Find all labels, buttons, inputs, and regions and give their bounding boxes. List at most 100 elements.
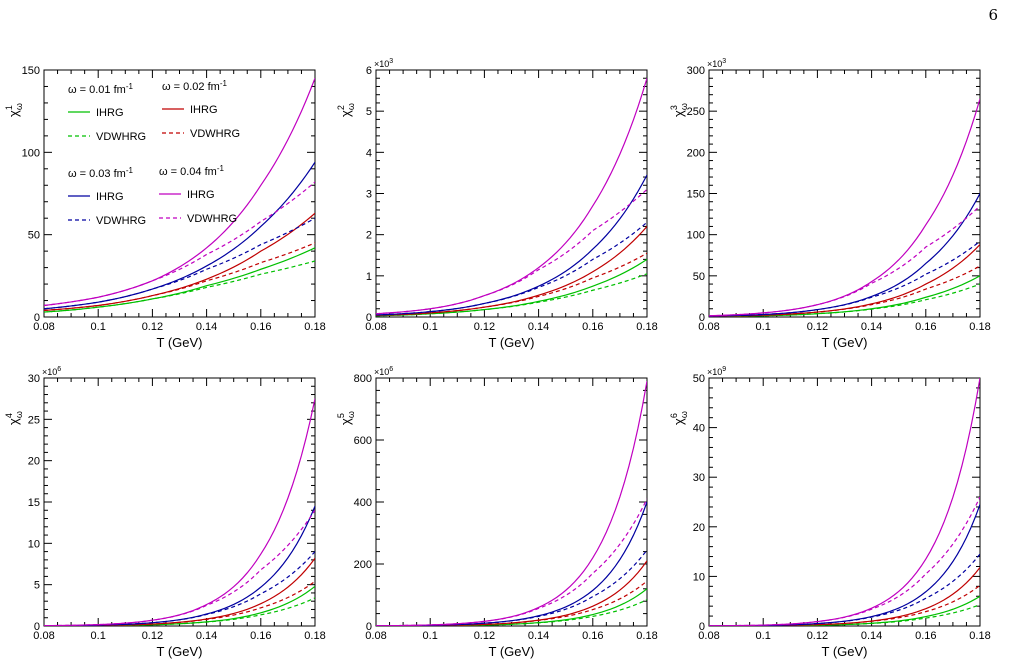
x-tick-label: 0.08 [365, 321, 386, 333]
x-tick-label: 0.18 [969, 630, 990, 642]
series-line-8 [376, 498, 647, 626]
y-axis-title: χ4ω [4, 411, 24, 425]
series-line-6 [44, 217, 315, 310]
y-tick-label: 300 [687, 65, 705, 77]
x-tick-label: 0.18 [969, 321, 990, 333]
legend-header: ω = 0.03 fm-1 [68, 166, 133, 180]
page-number: 6 [988, 6, 998, 24]
x-axis-title: T (GeV) [157, 644, 203, 659]
series-line-6 [376, 221, 647, 316]
y-tick-label: 2 [366, 230, 372, 242]
y-multiplier: ×106 [42, 366, 61, 377]
legend-label: VDWHRG [187, 213, 237, 225]
x-tick-label: 0.1 [423, 321, 438, 333]
series-line-7 [44, 398, 315, 626]
x-tick-label: 0.08 [365, 630, 386, 642]
y-tick-label: 800 [354, 373, 372, 385]
y-tick-label: 4 [366, 147, 372, 159]
curves [376, 78, 647, 317]
series-line-6 [376, 549, 647, 626]
panel-chi1: 0.08 0.1 0.12 0.14 0.16 0.18 0 50 100 150 T (GeV) χ… [4, 65, 326, 350]
plot-frame [375, 377, 648, 627]
series-line-8 [44, 181, 315, 307]
series-line-2 [376, 273, 647, 317]
x-tick-label: 0.1 [756, 321, 771, 333]
y-axis-title: χ3ω [669, 103, 689, 117]
y-tick-label: 0 [366, 312, 372, 324]
series-line-1 [376, 258, 647, 317]
y-axis-title: χ2ω [336, 103, 356, 117]
y-tick-label: 30 [28, 373, 40, 385]
x-tick-label: 0.18 [636, 321, 657, 333]
y-tick-label: 15 [28, 497, 40, 509]
series-line-4 [709, 584, 980, 626]
series-line-3 [44, 557, 315, 626]
panel-chi2: 0.08 0.1 0.12 0.14 0.16 0.18 0 1 2 3 4 5 6×103 T (GeV… [336, 58, 658, 350]
x-tick-label: 0.08 [698, 630, 719, 642]
y-multiplier: ×103 [374, 58, 393, 69]
x-tick-label: 0.1 [756, 630, 771, 642]
x-tick-label: 0.08 [33, 630, 54, 642]
series-line-6 [709, 240, 980, 317]
y-tick-label: 100 [22, 147, 40, 159]
x-axis-title: T (GeV) [489, 335, 535, 350]
series-line-8 [709, 205, 980, 317]
x-tick-label: 0.14 [861, 321, 882, 333]
legend-label: VDWHRG [96, 131, 146, 143]
y-tick-label: 1 [366, 271, 372, 283]
x-tick-label: 0.08 [698, 321, 719, 333]
series-line-7 [376, 380, 647, 626]
x-tick-label: 0.18 [304, 321, 325, 333]
x-tick-label: 0.18 [636, 630, 657, 642]
y-tick-label: 30 [693, 472, 705, 484]
panel-chi5: 0.08 0.1 0.12 0.14 0.16 0.18 0 200 400 600 800×106… [336, 366, 658, 659]
x-tick-label: 0.16 [250, 630, 271, 642]
x-axis-title: T (GeV) [157, 335, 203, 350]
series-line-8 [44, 509, 315, 626]
series-line-5 [376, 501, 647, 626]
x-tick-label: 0.08 [33, 321, 54, 333]
plot-frame [708, 377, 981, 627]
y-axis-title: χ6ω [669, 411, 689, 425]
x-tick-label: 0.16 [915, 630, 936, 642]
y-tick-label: 20 [693, 522, 705, 534]
x-axis-title: T (GeV) [822, 335, 868, 350]
y-tick-label: 100 [687, 230, 705, 242]
series-line-8 [709, 496, 980, 626]
plot-frame [708, 69, 981, 318]
y-tick-label: 25 [28, 414, 40, 426]
legend: ω = 0.01 fm-1 IHRG VDWHRG ω = 0.02 fm-1 IHRG… [68, 79, 240, 227]
series-line-1 [44, 247, 315, 313]
y-axis-title: χ1ω [4, 103, 24, 117]
plot-frame [43, 377, 316, 627]
series-line-3 [376, 226, 647, 316]
y-multiplier: ×103 [707, 58, 726, 69]
y-multiplier: ×106 [374, 366, 393, 377]
legend-header: ω = 0.02 fm-1 [162, 79, 227, 93]
x-tick-label: 0.12 [474, 630, 495, 642]
legend-label: IHRG [96, 107, 124, 119]
series-line-5 [709, 193, 980, 317]
y-tick-label: 150 [22, 65, 40, 77]
x-tick-label: 0.12 [142, 321, 163, 333]
y-multiplier: ×109 [707, 366, 726, 377]
legend-label: VDWHRG [96, 215, 146, 227]
x-tick-label: 0.14 [528, 321, 549, 333]
series-line-5 [44, 161, 315, 310]
y-tick-label: 0 [699, 312, 705, 324]
y-tick-label: 20 [28, 456, 40, 468]
series-line-7 [709, 378, 980, 626]
series-line-3 [44, 212, 315, 312]
y-tick-label: 200 [687, 147, 705, 159]
legend-label: VDWHRG [190, 128, 240, 140]
series-line-4 [44, 242, 315, 312]
x-tick-label: 0.14 [196, 321, 217, 333]
y-tick-label: 10 [693, 571, 705, 583]
curves [709, 98, 980, 317]
x-tick-label: 0.12 [807, 630, 828, 642]
curves [44, 398, 315, 626]
y-tick-label: 0 [699, 621, 705, 633]
x-tick-label: 0.12 [474, 321, 495, 333]
x-tick-label: 0.16 [915, 321, 936, 333]
